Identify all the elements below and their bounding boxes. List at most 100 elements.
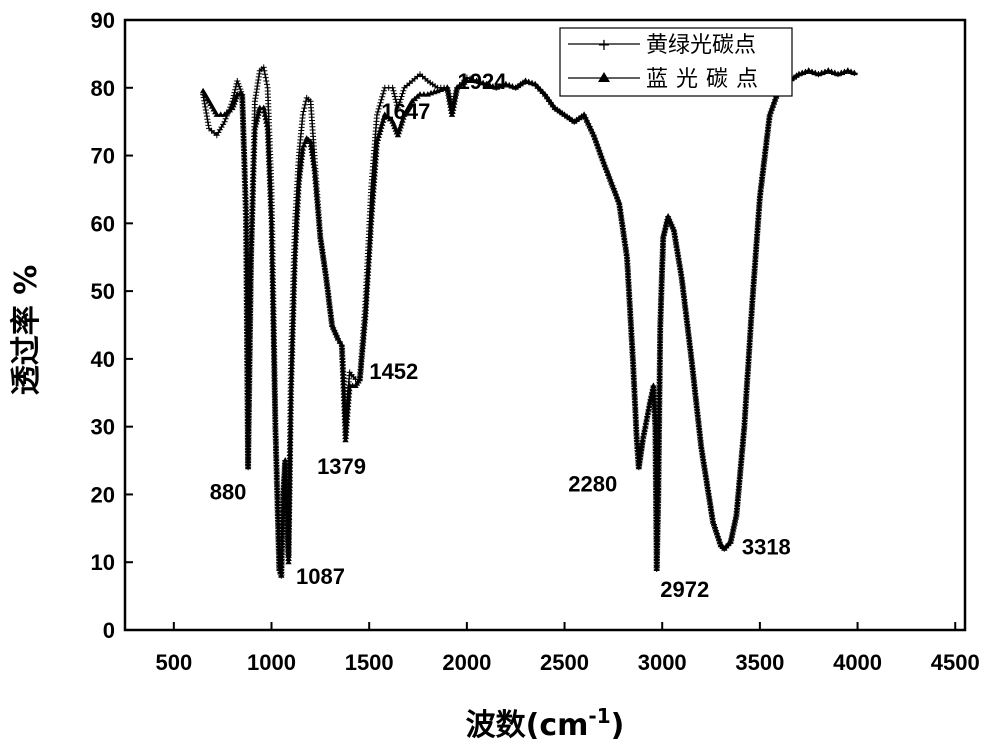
series-2-marker xyxy=(673,242,680,248)
series-2-marker xyxy=(322,267,329,274)
series-2-marker xyxy=(287,402,295,408)
series-2-marker xyxy=(653,546,661,552)
series-2-marker xyxy=(362,302,370,308)
series-2-marker xyxy=(655,449,662,455)
series-2-marker xyxy=(248,228,255,234)
series-2-marker xyxy=(744,375,751,381)
series-2-marker xyxy=(320,258,328,264)
series-2-marker xyxy=(339,370,347,376)
series-2-marker xyxy=(764,123,772,130)
series-2-marker xyxy=(243,312,251,318)
series-2-marker xyxy=(691,383,698,390)
series-2-marker xyxy=(311,165,318,172)
series-2-marker xyxy=(656,331,664,337)
series-2-marker xyxy=(658,268,666,274)
series-2-marker xyxy=(753,237,760,243)
series-2-marker xyxy=(362,308,369,314)
series-2-marker xyxy=(659,252,666,258)
series-2-marker xyxy=(275,523,282,529)
series-2-marker xyxy=(287,424,294,430)
series-2-marker xyxy=(691,386,699,393)
series-2-marker xyxy=(272,420,279,426)
series-2-marker xyxy=(631,387,638,394)
series-2-marker xyxy=(255,110,262,116)
series-2-marker xyxy=(290,305,297,311)
series-2-marker xyxy=(761,155,768,161)
series-2-marker xyxy=(246,320,254,327)
series-2-marker xyxy=(754,218,762,224)
series-2-marker xyxy=(683,311,690,318)
series-2-marker xyxy=(655,427,663,433)
series-2-marker xyxy=(751,269,758,275)
series-2-marker xyxy=(271,378,278,385)
series-2-marker xyxy=(656,372,663,379)
series-2-marker xyxy=(358,353,365,359)
series-2-marker xyxy=(742,394,750,400)
series-2-marker xyxy=(269,273,276,280)
series-2-marker xyxy=(366,242,373,248)
series-2-marker xyxy=(756,195,763,202)
series-2-marker xyxy=(243,228,250,235)
series-2-marker xyxy=(754,227,761,234)
series-2-marker xyxy=(279,520,286,526)
series-2-marker xyxy=(671,229,678,236)
series-2-marker xyxy=(289,324,297,331)
x-axis-title: 波数(cm-1) xyxy=(466,704,625,743)
series-2-marker xyxy=(245,390,253,397)
series-2-marker xyxy=(269,292,277,299)
legend: + 黄绿光碳点 蓝光碳点 xyxy=(559,27,793,97)
series-2-marker xyxy=(728,535,735,541)
series-2-marker xyxy=(673,245,681,252)
series-2-marker xyxy=(371,164,379,170)
series-2-marker xyxy=(752,246,760,253)
series-2-marker xyxy=(694,408,701,415)
series-2-marker xyxy=(747,317,755,323)
series-2-marker xyxy=(655,490,662,497)
series-2-marker xyxy=(630,371,637,378)
series-2-marker xyxy=(315,210,322,217)
series-2-marker xyxy=(620,231,627,237)
series-2-marker xyxy=(365,257,372,264)
series-2-marker xyxy=(444,87,451,93)
series-2-marker xyxy=(291,256,299,263)
series-2-marker xyxy=(246,330,254,336)
series-2-marker xyxy=(737,460,745,467)
series-2-marker xyxy=(242,190,249,196)
series-1-marker xyxy=(375,105,382,112)
series-2-marker xyxy=(273,462,280,468)
series-2-marker xyxy=(343,417,351,424)
series-2-marker xyxy=(240,135,247,142)
series-2-marker xyxy=(655,446,662,452)
series-2-marker xyxy=(242,199,250,206)
series-2-marker xyxy=(285,539,292,545)
series-2-marker xyxy=(287,443,294,450)
series-2-marker xyxy=(769,102,777,108)
y-tick-label: 10 xyxy=(91,550,115,575)
series-2-marker xyxy=(286,472,293,478)
series-2-marker xyxy=(753,240,760,247)
series-2-marker xyxy=(311,172,319,178)
series-2-marker xyxy=(282,460,289,466)
series-2-marker xyxy=(289,328,296,334)
series-2-marker xyxy=(287,392,295,398)
series-2-marker xyxy=(269,254,276,261)
series-1-marker xyxy=(203,110,210,116)
series-2-marker xyxy=(449,108,456,114)
series-2-marker xyxy=(697,440,705,446)
series-2-marker xyxy=(679,283,687,289)
x-tick-label: 2000 xyxy=(442,650,491,675)
series-2-marker xyxy=(239,100,246,107)
series-2-marker xyxy=(693,402,700,409)
series-2-marker xyxy=(288,366,295,373)
series-2-marker xyxy=(308,144,315,150)
series-2-marker xyxy=(239,107,246,113)
series-2-marker xyxy=(659,236,667,242)
series-2-marker xyxy=(247,260,255,266)
series-2-marker xyxy=(656,334,664,340)
series-2-marker xyxy=(627,323,635,330)
series-2-marker xyxy=(288,360,296,366)
series-2-marker xyxy=(657,315,664,321)
series-2-marker xyxy=(654,500,662,507)
series-1-marker xyxy=(392,96,399,103)
series-2-marker xyxy=(622,244,629,250)
